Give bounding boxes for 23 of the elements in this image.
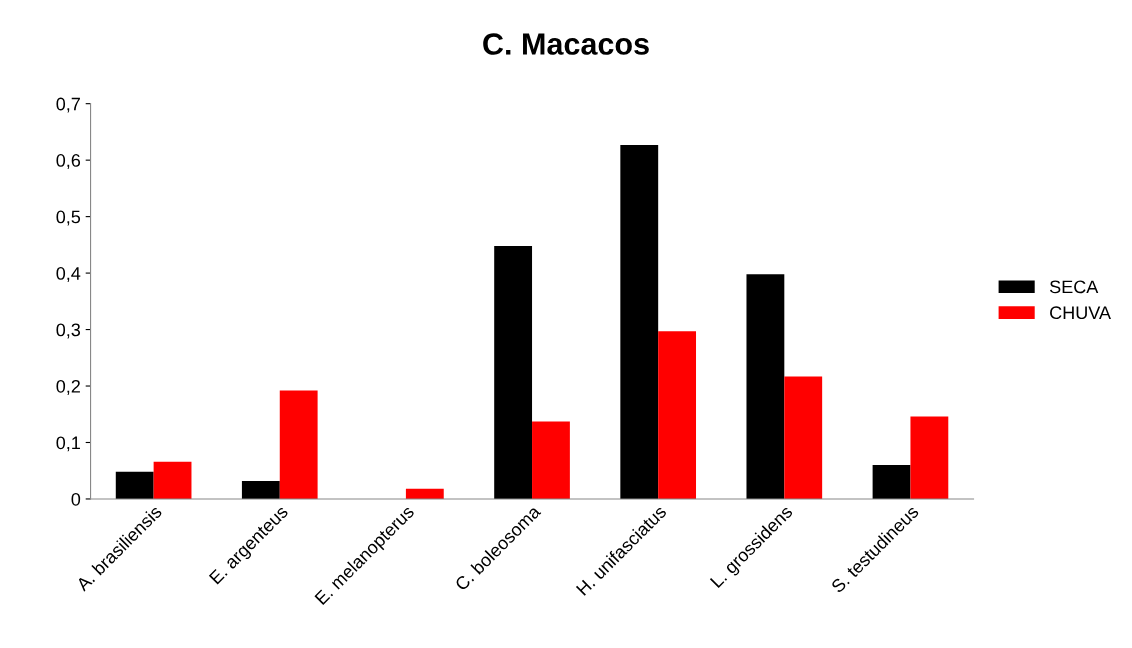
legend-label: CHUVA	[1050, 306, 1111, 320]
y-tick-label: 0,3	[56, 323, 81, 339]
y-tick-label: 0,4	[56, 267, 81, 282]
bar	[532, 421, 570, 499]
y-tick-label: 0,2	[56, 379, 80, 395]
bar	[241, 480, 280, 499]
bar	[784, 376, 823, 499]
bar	[910, 416, 949, 499]
bar	[279, 390, 318, 499]
bar	[872, 465, 911, 499]
y-tick-label: 0,7	[56, 97, 80, 113]
y-tick-label: 0	[71, 492, 81, 506]
legend-label: SECA	[1049, 280, 1099, 294]
y-tick-label: 0,6	[56, 154, 81, 169]
y-tick-label: 0,1	[56, 436, 80, 452]
bar	[620, 144, 659, 499]
y-tick-label: 0,5	[56, 210, 81, 226]
bar	[494, 245, 533, 499]
chart-title: C. Macacos	[483, 33, 649, 55]
bar	[658, 331, 697, 499]
bar	[746, 274, 785, 499]
bar	[115, 471, 154, 499]
bar	[153, 461, 192, 499]
